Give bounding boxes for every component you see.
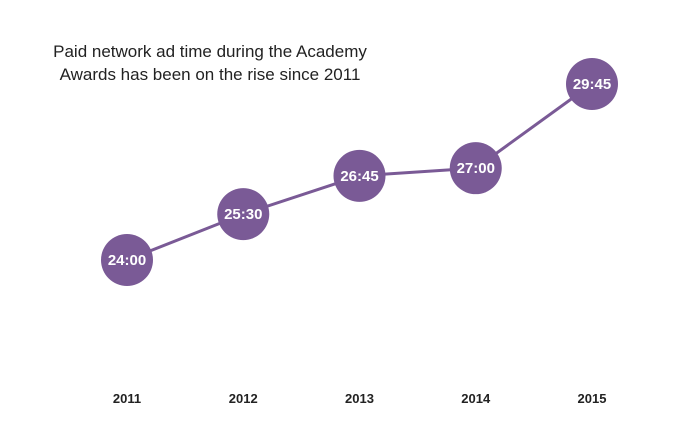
data-label: 29:45 — [573, 76, 611, 93]
x-tick-label: 2014 — [461, 391, 491, 406]
x-tick-label: 2012 — [229, 391, 258, 406]
data-point — [449, 142, 502, 195]
data-label: 24:00 — [108, 252, 146, 269]
data-point — [566, 58, 618, 110]
data-label: 25:30 — [224, 206, 262, 223]
data-label: 27:00 — [457, 160, 495, 177]
data-point — [333, 149, 386, 202]
x-tick-label: 2011 — [113, 391, 141, 406]
x-tick-label: 2013 — [345, 391, 374, 406]
chart-title: Paid network ad time during the Academy … — [53, 42, 367, 84]
data-point — [217, 188, 270, 241]
data-point — [101, 234, 153, 286]
x-tick-label: 2015 — [578, 391, 607, 406]
data-label: 26:45 — [340, 168, 378, 185]
